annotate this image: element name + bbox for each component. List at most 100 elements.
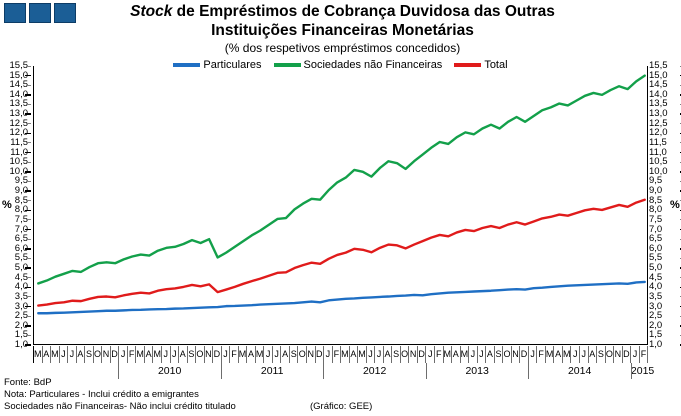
footer-credit: (Gráfico: GEE) <box>310 401 373 412</box>
y-tick-label: 1,5 <box>14 329 28 341</box>
y-tick-label: 2,5 <box>14 310 28 322</box>
legend-swatch-icon <box>273 63 301 67</box>
y-tick-mark <box>26 219 31 221</box>
y-tick-mark <box>25 209 31 212</box>
x-tick-month: A <box>145 346 154 363</box>
y-tick-label: 8,5 <box>14 194 28 206</box>
series-line-2 <box>37 74 646 285</box>
y-tick-label: 1,0 <box>649 339 663 350</box>
x-tick-month: F <box>435 346 444 363</box>
plot-area <box>33 66 648 345</box>
x-tick-month: J <box>60 346 69 363</box>
x-tick-month: A <box>247 346 256 363</box>
x-tick-month: D <box>111 346 120 363</box>
footer-source: Fonte: BdP <box>4 377 52 388</box>
x-axis-year-label: 2015 <box>630 365 655 377</box>
y-tick-label: 12,5 <box>649 117 668 129</box>
x-tick-month: D <box>316 346 325 363</box>
y-tick-mark <box>26 142 31 144</box>
y-tick-label: 3,0 <box>14 300 28 312</box>
y-tick-mark <box>26 123 31 125</box>
y-tick-mark <box>25 171 31 173</box>
footer-note-2: Sociedades não Financeiras- Não inclui c… <box>4 401 236 412</box>
x-tick-month: S <box>597 346 606 363</box>
x-tick-month: M <box>153 346 162 363</box>
x-axis-year-label: 2010 <box>157 365 182 377</box>
y-tick-label: 7,5 <box>14 213 28 225</box>
y-tick-mark <box>26 103 31 105</box>
x-tick-month: S <box>85 346 94 363</box>
y-tick-label: 10,0 <box>649 165 668 177</box>
y-tick-label: 13,0 <box>9 108 29 120</box>
y-tick-label: 13,5 <box>9 98 29 110</box>
y-tick-label: 6,0 <box>14 242 28 254</box>
x-tick-month: J <box>469 346 478 363</box>
y-tick-mark <box>25 190 31 192</box>
x-tick-month: D <box>623 346 632 363</box>
y-tick-mark <box>26 180 31 182</box>
y-tick-label: 15,5 <box>9 60 29 71</box>
x-tick-month: J <box>478 346 487 363</box>
y-tick-label: 6,5 <box>649 233 663 245</box>
x-tick-month: J <box>222 346 231 363</box>
x-tick-month: J <box>162 346 171 363</box>
y-tick-mark <box>25 113 31 115</box>
y-tick-mark <box>25 94 31 96</box>
legend-label: Sociedades não Financeiras <box>303 59 443 71</box>
y-tick-label: 10,5 <box>649 156 668 168</box>
y-tick-label: 15,0 <box>649 69 668 81</box>
logo-square <box>29 3 51 23</box>
y-tick-label: 10,5 <box>9 156 29 168</box>
x-tick-month: J <box>367 346 376 363</box>
y-axis-left: 1,0 1,5 2,0 2,5 3,0 3,5 4,0 4,5 5,0 5,5 6,0 6,5 7,0 7… <box>0 0 32 416</box>
title-line-2: Instituições Financeiras Monetárias <box>211 22 474 39</box>
y-tick-mark <box>26 334 31 336</box>
series-line-1 <box>37 280 646 315</box>
y-tick-label: 15,5 <box>649 60 668 71</box>
legend-item-3[interactable]: Total <box>454 59 508 71</box>
x-tick-month: M <box>444 346 453 363</box>
x-tick-month: N <box>102 346 111 363</box>
x-tick-month: F <box>128 346 137 363</box>
legend-label: Total <box>484 59 508 71</box>
x-axis-year-separator <box>425 363 427 379</box>
logo-square <box>54 3 76 23</box>
y-tick-label: 8,0 <box>649 204 663 216</box>
y-tick-label: 10,0 <box>9 165 29 177</box>
x-tick-month: O <box>606 346 615 363</box>
x-tick-month: M <box>239 346 248 363</box>
y-tick-label: 11,5 <box>10 136 28 148</box>
x-tick-month: M <box>136 346 145 363</box>
y-tick-label: 6,0 <box>649 242 663 254</box>
x-tick-month: S <box>188 346 197 363</box>
x-axis-year-separator <box>220 363 222 379</box>
x-tick-month: O <box>298 346 307 363</box>
x-tick-month: A <box>554 346 563 363</box>
x-tick-month: J <box>529 346 538 363</box>
x-tick-month: D <box>213 346 222 363</box>
x-axis-year-label: 2012 <box>362 365 387 377</box>
y-tick-mark <box>25 228 31 231</box>
x-tick-month: O <box>503 346 512 363</box>
x-tick-month: N <box>205 346 214 363</box>
y-tick-label: 5,5 <box>14 252 28 264</box>
y-tick-label: 5,0 <box>14 262 28 274</box>
x-tick-month: A <box>452 346 461 363</box>
x-tick-month: F <box>537 346 546 363</box>
page-title: Stock de Empréstimos de Cobrança Duvidos… <box>60 2 625 40</box>
x-tick-month: S <box>392 346 401 363</box>
x-tick-month: F <box>333 346 342 363</box>
x-tick-month: A <box>486 346 495 363</box>
y-tick-label: 4,0 <box>649 281 663 293</box>
x-tick-month: J <box>264 346 273 363</box>
y-tick-label: 14,0 <box>649 88 668 100</box>
legend-item-1[interactable]: Particulares <box>173 59 262 71</box>
x-axis-years: 2010 2011 2012 2013 2014 2015 <box>33 363 655 379</box>
y-tick-label: 1,0 <box>14 339 28 350</box>
y-tick-label: 7,5 <box>649 213 663 225</box>
legend-item-2[interactable]: Sociedades não Financeiras <box>273 59 443 71</box>
x-tick-month: J <box>68 346 77 363</box>
chart-legend: Particulares Sociedades não Financeiras To… <box>33 59 648 71</box>
x-tick-month: M <box>256 346 265 363</box>
x-tick-month: J <box>580 346 589 363</box>
